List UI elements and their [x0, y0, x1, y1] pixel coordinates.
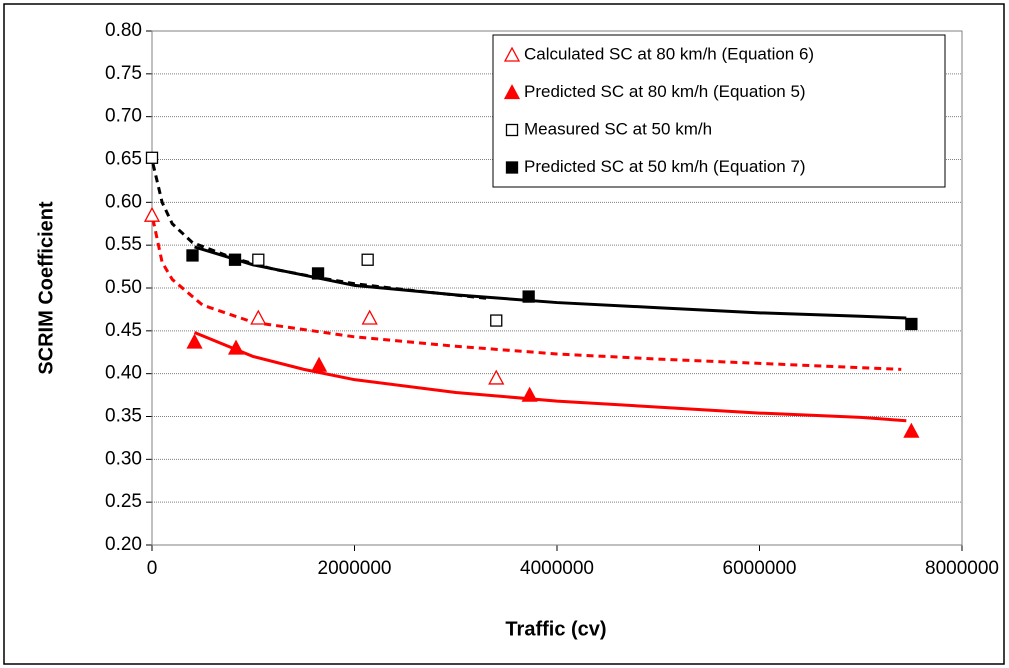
legend-marker [503, 84, 521, 100]
x-tick-label: 6000000 [723, 558, 797, 579]
y-tick-label: 0.80 [105, 20, 142, 41]
y-tick-label: 0.70 [105, 106, 142, 127]
y-tick-label: 0.30 [105, 448, 142, 469]
marker [905, 317, 918, 331]
marker [361, 253, 374, 266]
legend-label: Predicted SC at 80 km/h (Equation 5) [524, 82, 806, 101]
legend-marker [503, 46, 521, 62]
legend: Calculated SC at 80 km/h (Equation 6) Pre… [492, 34, 946, 188]
x-tick-label: 2000000 [318, 558, 392, 579]
legend-label: Measured SC at 50 km/h [524, 119, 712, 138]
marker [250, 309, 267, 325]
y-tick-label: 0.35 [105, 406, 142, 427]
plot-area [151, 30, 963, 546]
legend-label: Calculated SC at 80 km/h (Equation 6) [524, 44, 814, 63]
trend-line [193, 331, 907, 423]
marker [490, 314, 503, 327]
y-axis-label: SCRIM Coefficient [35, 201, 57, 375]
legend-marker [505, 123, 519, 137]
y-tick-label: 0.50 [105, 277, 142, 298]
y-tick-label: 0.65 [105, 149, 142, 170]
marker [903, 422, 920, 438]
trend-line [151, 163, 487, 300]
trend-line [194, 245, 907, 320]
marker [228, 253, 242, 266]
y-tick-label: 0.40 [105, 363, 142, 384]
marker [252, 253, 265, 266]
marker [227, 339, 245, 355]
marker [186, 333, 203, 349]
marker [143, 206, 161, 222]
marker [310, 356, 328, 372]
marker [521, 386, 538, 402]
marker [522, 290, 535, 303]
x-tick-label: 4000000 [520, 558, 594, 579]
x-tick-label: 0 [147, 558, 158, 579]
marker [361, 309, 378, 325]
y-tick-label: 0.60 [105, 191, 142, 212]
y-tick-label: 0.25 [105, 491, 142, 512]
y-tick-label: 0.45 [105, 320, 142, 341]
y-tick-label: 0.55 [105, 234, 142, 255]
x-tick-label: 8000000 [925, 558, 999, 579]
marker [311, 267, 325, 280]
x-axis-label: Traffic (cv) [505, 618, 606, 640]
legend-box [492, 34, 946, 188]
legend-marker [505, 161, 519, 174]
marker [145, 151, 159, 164]
marker [488, 369, 505, 385]
marker [186, 249, 199, 262]
y-tick-label: 0.20 [105, 534, 142, 555]
y-tick-label: 0.75 [105, 63, 142, 84]
legend-label: Predicted SC at 50 km/h (Equation 7) [524, 157, 806, 176]
